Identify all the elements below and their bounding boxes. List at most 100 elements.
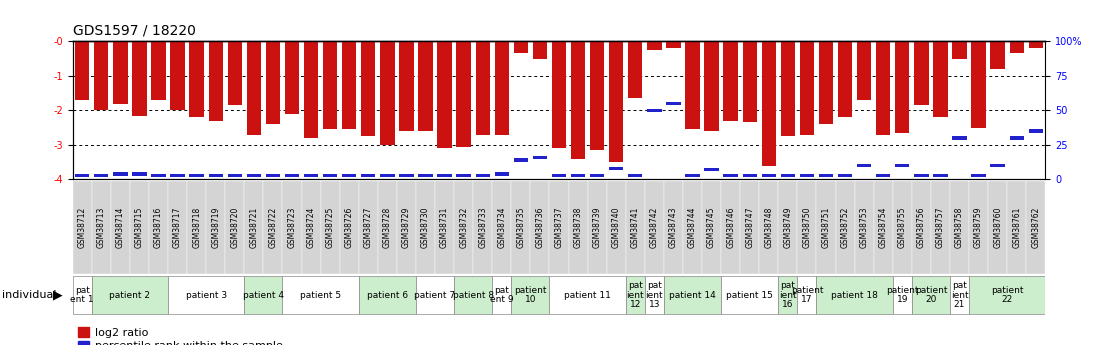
- Text: GSM38725: GSM38725: [325, 207, 334, 248]
- Text: GSM38748: GSM38748: [765, 207, 774, 248]
- Bar: [342, 174, 357, 177]
- Bar: [607, 181, 626, 274]
- Bar: [991, 41, 1005, 69]
- Bar: [590, 41, 605, 150]
- Bar: [75, 41, 89, 100]
- Bar: [170, 174, 184, 177]
- Bar: [896, 41, 909, 133]
- Bar: [569, 181, 588, 274]
- Text: pat
ent 1: pat ent 1: [70, 286, 94, 305]
- Bar: [759, 181, 778, 274]
- Bar: [740, 181, 759, 274]
- Bar: [533, 41, 547, 59]
- Text: patient 18: patient 18: [831, 290, 878, 300]
- Bar: [533, 156, 547, 159]
- Bar: [1007, 181, 1026, 274]
- Text: GSM38743: GSM38743: [669, 207, 678, 248]
- Text: GSM38745: GSM38745: [707, 207, 716, 248]
- Bar: [858, 41, 871, 100]
- Bar: [837, 174, 852, 177]
- Bar: [683, 181, 702, 274]
- Text: GSM38758: GSM38758: [955, 207, 964, 248]
- Bar: [780, 174, 795, 177]
- Bar: [953, 136, 967, 140]
- Bar: [92, 181, 111, 274]
- Bar: [132, 41, 146, 116]
- Bar: [361, 174, 376, 177]
- Bar: [666, 41, 681, 48]
- Text: patient
19: patient 19: [887, 286, 919, 305]
- Bar: [380, 41, 395, 145]
- Bar: [761, 41, 776, 166]
- Bar: [549, 181, 569, 274]
- Bar: [454, 181, 473, 274]
- Bar: [552, 41, 566, 148]
- Text: patient 15: patient 15: [727, 290, 774, 300]
- Text: GSM38754: GSM38754: [879, 207, 888, 248]
- Bar: [285, 41, 300, 114]
- Bar: [972, 41, 986, 128]
- Text: GSM38746: GSM38746: [727, 207, 736, 248]
- Bar: [494, 172, 509, 176]
- Bar: [151, 41, 165, 100]
- Text: GSM38717: GSM38717: [173, 207, 182, 248]
- Text: GSM38733: GSM38733: [479, 207, 487, 248]
- Text: GSM38761: GSM38761: [1012, 207, 1021, 248]
- Bar: [645, 181, 664, 274]
- Bar: [628, 174, 643, 177]
- Bar: [915, 174, 929, 177]
- Bar: [266, 174, 281, 177]
- Text: patient
17: patient 17: [790, 286, 823, 305]
- Bar: [130, 181, 149, 274]
- Bar: [628, 41, 643, 98]
- Bar: [437, 174, 452, 177]
- Text: GSM38716: GSM38716: [154, 207, 163, 248]
- Text: individual: individual: [2, 290, 57, 300]
- Bar: [359, 276, 416, 314]
- Text: GSM38721: GSM38721: [249, 207, 258, 248]
- Bar: [1029, 129, 1043, 133]
- Bar: [266, 41, 281, 124]
- Bar: [685, 174, 700, 177]
- Bar: [492, 276, 511, 314]
- Bar: [245, 276, 283, 314]
- Bar: [189, 174, 203, 177]
- Bar: [893, 181, 912, 274]
- Bar: [896, 164, 909, 167]
- Bar: [228, 41, 241, 105]
- Text: GSM38713: GSM38713: [97, 207, 106, 248]
- Bar: [915, 41, 929, 105]
- Text: GSM38739: GSM38739: [593, 207, 601, 248]
- Bar: [437, 41, 452, 148]
- Bar: [1010, 41, 1024, 53]
- Text: GSM38729: GSM38729: [402, 207, 411, 248]
- Bar: [416, 276, 454, 314]
- Bar: [302, 181, 321, 274]
- Bar: [873, 181, 893, 274]
- Text: pat
ient
16: pat ient 16: [779, 281, 797, 309]
- Bar: [664, 181, 683, 274]
- Bar: [75, 174, 89, 177]
- Bar: [991, 164, 1005, 167]
- Bar: [626, 181, 645, 274]
- Bar: [721, 181, 740, 274]
- Bar: [969, 181, 988, 274]
- Bar: [456, 41, 471, 147]
- Text: GSM38728: GSM38728: [382, 207, 391, 248]
- Text: patient
22: patient 22: [991, 286, 1023, 305]
- Bar: [721, 276, 778, 314]
- Bar: [73, 181, 92, 274]
- Text: GSM38731: GSM38731: [440, 207, 449, 248]
- Text: GSM38756: GSM38756: [917, 207, 926, 248]
- Text: GSM38741: GSM38741: [631, 207, 639, 248]
- Bar: [168, 181, 187, 274]
- Bar: [187, 181, 206, 274]
- Bar: [609, 167, 624, 170]
- Bar: [225, 181, 245, 274]
- Bar: [685, 41, 700, 129]
- Bar: [209, 41, 222, 121]
- Bar: [435, 181, 454, 274]
- Text: patient 8: patient 8: [453, 290, 494, 300]
- Bar: [475, 41, 490, 135]
- Bar: [704, 41, 719, 131]
